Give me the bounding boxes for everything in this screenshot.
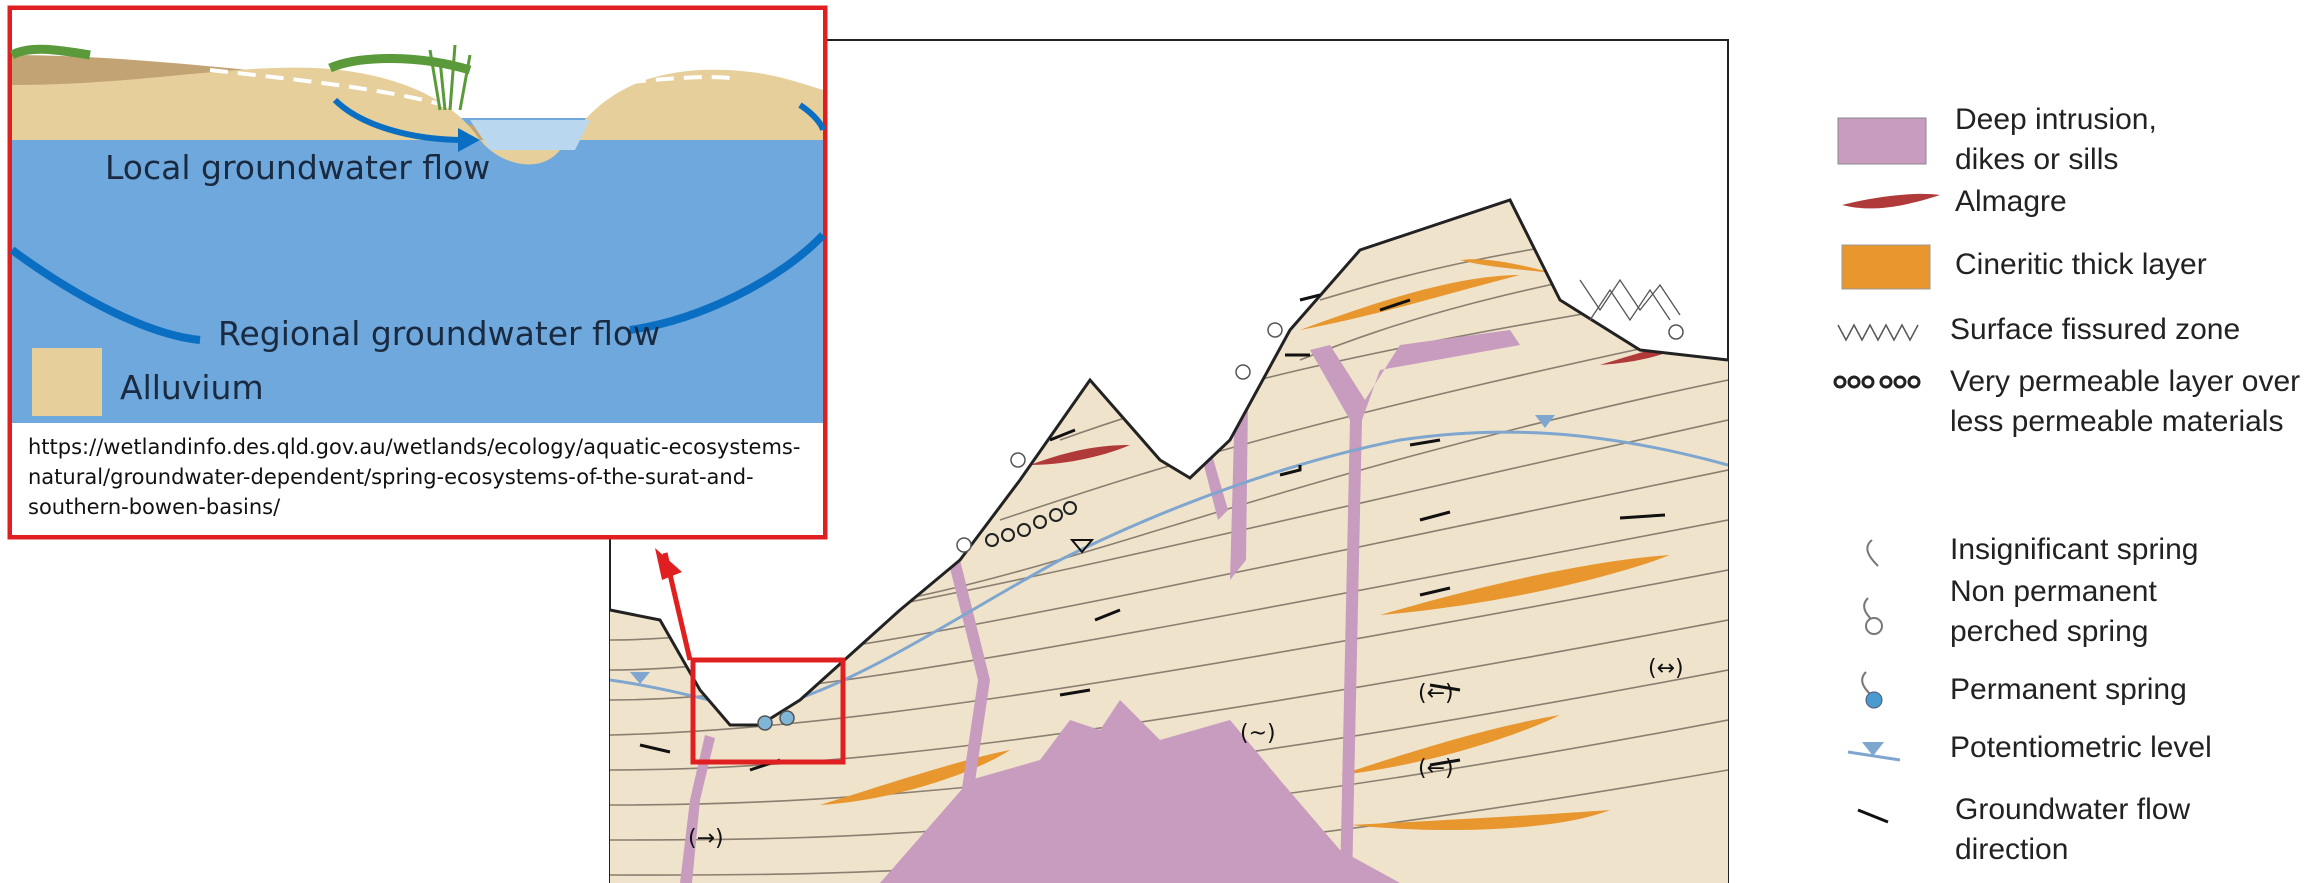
highlight-box [690, 657, 846, 765]
legend-icons [1833, 117, 1940, 824]
legend-potentiometric-icon [1847, 750, 1901, 762]
legend-label-potentiometric: Potentiometric level [1950, 731, 2212, 764]
deep-intrusion [880, 700, 1400, 883]
inset-pond [470, 120, 590, 150]
cineritic-layers [820, 259, 1670, 830]
legend-label-almagre: Almagre [1955, 185, 2067, 218]
legend-label-permanent-spring: Permanent spring [1950, 673, 2187, 706]
inset-water [12, 118, 823, 423]
inset-alluvium-layer [12, 67, 823, 165]
inset-right-flow-arc [798, 102, 826, 131]
svg-text:(←): (←) [1418, 756, 1454, 781]
dikes [680, 330, 1520, 883]
legend-label-flow-direction: Groundwater flow direction [1955, 793, 2191, 866]
legend-swatch-almagre [1842, 193, 1940, 209]
legend-label-fissured: Surface fissured zone [1950, 313, 2241, 346]
svg-text:(↔): (↔) [1648, 656, 1684, 681]
legend-label-intrusion: Deep intrusion, dikes or sills [1955, 103, 2157, 176]
legend-label-cineritic: Cineritic thick layer [1955, 248, 2207, 281]
inset-local-flow-arrowhead [458, 128, 480, 152]
inset-local-flow-arrow [332, 97, 466, 143]
inset-reeds [428, 44, 472, 111]
svg-text:(~): (~) [1240, 721, 1276, 746]
inset-regional-flow-arc [9, 232, 826, 344]
legend-permanent-spring-icon [1861, 671, 1871, 695]
inset-figure [7, 5, 828, 540]
terrain-outline [610, 198, 1728, 727]
svg-text:(→): (→) [688, 826, 724, 851]
legend-swatch-cineritic [1841, 244, 1931, 290]
legend-fissure-icon [1837, 323, 1919, 342]
inset-caption-bg [12, 423, 823, 535]
legend-perched-spring-circle [1865, 617, 1883, 635]
flow-brackets: (←) (←) (↔) (~) (→) [688, 656, 1684, 851]
legend-flow-arrow-icon [1857, 808, 1889, 824]
svg-text:(←): (←) [1418, 681, 1454, 706]
legend-label-insignificant-spring: Insignificant spring [1950, 533, 2199, 566]
legend-permanent-spring-circle [1865, 691, 1883, 709]
inset-alluvium-label: Alluvium [120, 368, 264, 407]
springs [757, 322, 1684, 731]
legend-label-perched-spring: Non permanent perched spring [1950, 575, 2157, 648]
legend-swatch-intrusion [1837, 117, 1927, 165]
legend-circles-icon [1833, 375, 1921, 389]
inset-local-flow-label: Local groundwater flow [105, 148, 491, 187]
inset-source-url: https://wetlandinfo.des.qld.gov.au/wetla… [28, 435, 801, 519]
pointer-arrowhead [655, 548, 682, 580]
inset-alluvium-swatch [32, 348, 102, 416]
permeable-layer [985, 501, 1077, 547]
legend-potentiometric-triangle [1862, 742, 1884, 756]
inset-regional-flow-label: Regional groundwater flow [218, 314, 661, 353]
inset-water-table-dash [209, 68, 731, 112]
fissured-zone [1579, 278, 1681, 322]
legend-insignificant-spring-icon [1866, 539, 1879, 567]
legend-perched-spring-icon [1863, 597, 1873, 621]
potentiometric-markers [630, 415, 1555, 684]
legend-label-permeable: Very permeable layer over less permeable… [1950, 365, 2301, 438]
